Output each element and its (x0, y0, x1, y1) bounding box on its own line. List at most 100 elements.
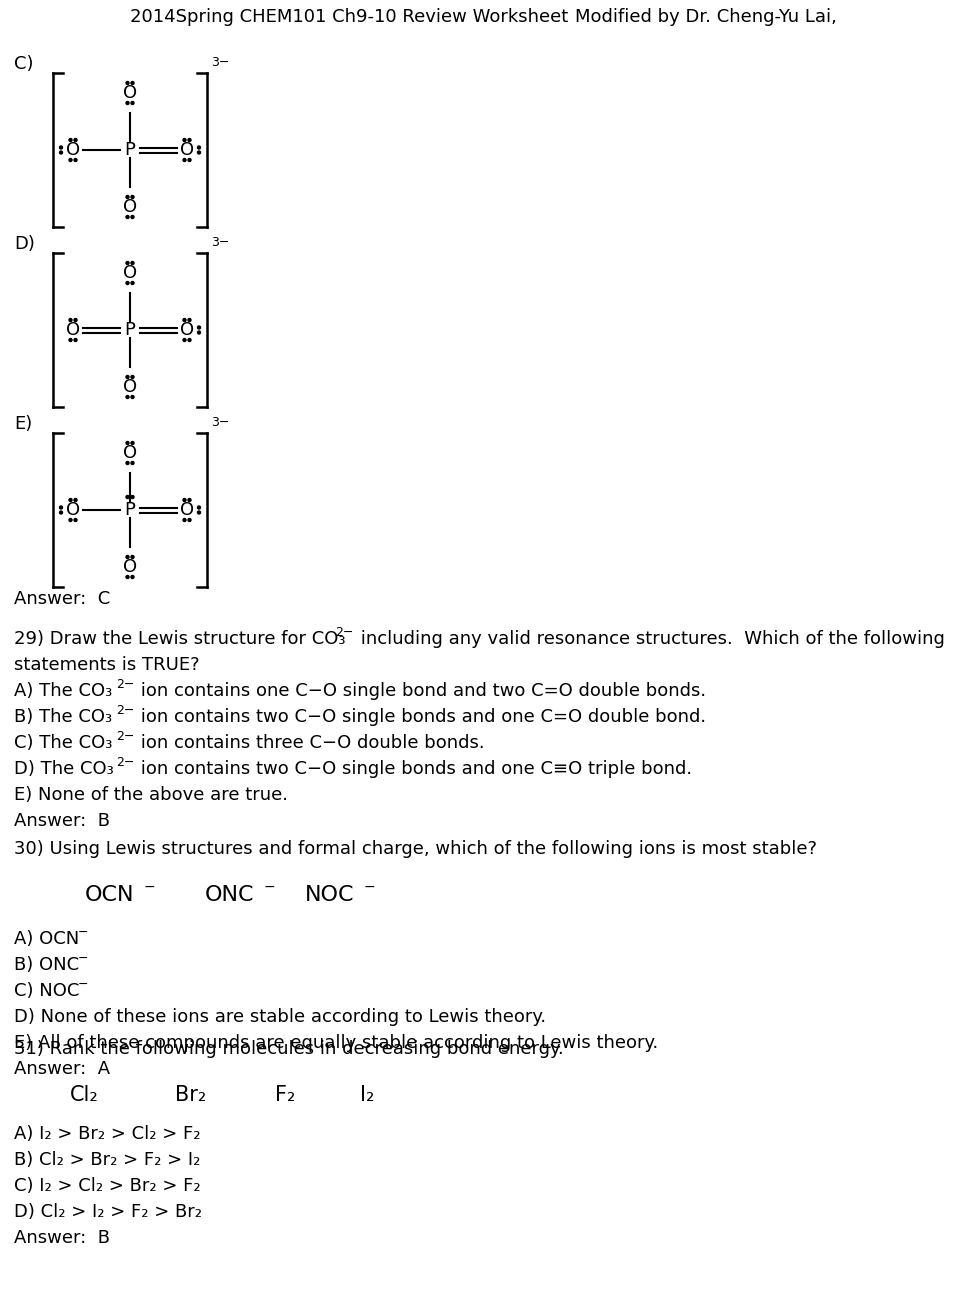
Text: Answer:  C: Answer: C (14, 590, 110, 608)
Circle shape (69, 318, 72, 321)
Circle shape (188, 499, 191, 501)
Text: A) I₂ > Br₂ > Cl₂ > F₂: A) I₂ > Br₂ > Cl₂ > F₂ (14, 1125, 201, 1143)
Circle shape (131, 102, 134, 104)
Circle shape (60, 146, 62, 149)
Circle shape (131, 196, 134, 198)
Circle shape (126, 496, 129, 499)
Text: 2−: 2− (116, 703, 134, 716)
Text: O: O (123, 198, 137, 217)
Text: C) NOC: C) NOC (14, 981, 80, 1000)
Text: A) OCN: A) OCN (14, 930, 80, 947)
Text: B) The CO₃: B) The CO₃ (14, 709, 112, 726)
Text: Br₂: Br₂ (175, 1084, 206, 1105)
Text: 3−: 3− (211, 416, 229, 429)
Circle shape (188, 158, 191, 162)
Text: P: P (125, 141, 135, 159)
Circle shape (183, 318, 186, 321)
Text: −: − (78, 977, 88, 990)
Circle shape (188, 138, 191, 141)
Circle shape (126, 81, 129, 85)
Circle shape (131, 556, 134, 559)
Text: Cl₂: Cl₂ (70, 1084, 99, 1105)
Circle shape (126, 102, 129, 104)
Text: C) I₂ > Cl₂ > Br₂ > F₂: C) I₂ > Cl₂ > Br₂ > F₂ (14, 1177, 201, 1195)
Text: O: O (123, 84, 137, 102)
Circle shape (131, 441, 134, 445)
Text: including any valid resonance structures.  Which of the following: including any valid resonance structures… (355, 630, 945, 649)
Circle shape (60, 506, 62, 509)
Text: D) Cl₂ > I₂ > F₂ > Br₂: D) Cl₂ > I₂ > F₂ > Br₂ (14, 1203, 202, 1221)
Text: D) The CO₃: D) The CO₃ (14, 760, 113, 778)
Text: E): E) (14, 415, 33, 433)
Circle shape (74, 499, 77, 501)
Text: B) ONC: B) ONC (14, 957, 79, 974)
Circle shape (126, 215, 129, 218)
Circle shape (188, 318, 191, 321)
Text: Answer:  A: Answer: A (14, 1060, 110, 1078)
Circle shape (126, 556, 129, 559)
Text: O: O (123, 559, 137, 576)
Text: D): D) (14, 235, 35, 253)
Text: O: O (66, 321, 80, 339)
Text: O: O (123, 378, 137, 395)
Circle shape (131, 282, 134, 284)
Circle shape (131, 462, 134, 465)
Text: OCN: OCN (85, 885, 134, 904)
Text: P: P (125, 321, 135, 339)
Text: D) None of these ions are stable according to Lewis theory.: D) None of these ions are stable accordi… (14, 1007, 546, 1026)
Circle shape (69, 518, 72, 522)
Circle shape (183, 338, 186, 342)
Text: O: O (180, 141, 194, 159)
Text: −: − (264, 880, 276, 894)
Text: F₂: F₂ (275, 1084, 296, 1105)
Circle shape (74, 138, 77, 141)
Circle shape (74, 338, 77, 342)
Circle shape (126, 261, 129, 265)
Text: I₂: I₂ (360, 1084, 374, 1105)
Text: ion contains one C−O single bond and two C=O double bonds.: ion contains one C−O single bond and two… (135, 683, 707, 699)
Circle shape (131, 576, 134, 578)
Text: O: O (123, 264, 137, 282)
Text: NOC: NOC (305, 885, 354, 904)
Text: O: O (66, 141, 80, 159)
Circle shape (74, 158, 77, 162)
Circle shape (131, 376, 134, 378)
Circle shape (69, 499, 72, 501)
Text: ONC: ONC (205, 885, 254, 904)
Circle shape (69, 158, 72, 162)
Text: O: O (66, 501, 80, 519)
Text: statements is TRUE?: statements is TRUE? (14, 656, 200, 673)
Text: 3−: 3− (211, 236, 229, 249)
Circle shape (126, 441, 129, 445)
Text: −: − (78, 927, 88, 940)
Circle shape (131, 395, 134, 398)
Text: 2−: 2− (116, 729, 134, 743)
Text: 30) Using Lewis structures and formal charge, which of the following ions is mos: 30) Using Lewis structures and formal ch… (14, 840, 817, 857)
Text: 2014Spring CHEM101 Ch9-10 Review Worksheet: 2014Spring CHEM101 Ch9-10 Review Workshe… (130, 8, 568, 26)
Circle shape (60, 512, 62, 514)
Text: −: − (144, 880, 156, 894)
Text: E) All of these compounds are equally stable according to Lewis theory.: E) All of these compounds are equally st… (14, 1034, 659, 1052)
Circle shape (69, 138, 72, 141)
Text: ion contains two C−O single bonds and one C=O double bond.: ion contains two C−O single bonds and on… (135, 709, 707, 726)
Circle shape (183, 158, 186, 162)
Circle shape (126, 282, 129, 284)
Circle shape (198, 506, 201, 509)
Text: −: − (78, 953, 88, 964)
Circle shape (126, 462, 129, 465)
Circle shape (74, 318, 77, 321)
Text: Answer:  B: Answer: B (14, 812, 110, 830)
Text: ion contains three C−O double bonds.: ion contains three C−O double bonds. (135, 733, 485, 752)
Circle shape (131, 81, 134, 85)
Text: A) The CO₃: A) The CO₃ (14, 683, 112, 699)
Circle shape (198, 151, 201, 154)
Circle shape (198, 331, 201, 334)
Circle shape (198, 512, 201, 514)
Text: P: P (125, 501, 135, 519)
Text: C): C) (14, 55, 34, 73)
Circle shape (188, 338, 191, 342)
Circle shape (131, 215, 134, 218)
Text: C) The CO₃: C) The CO₃ (14, 733, 112, 752)
Circle shape (183, 499, 186, 501)
Circle shape (60, 151, 62, 154)
